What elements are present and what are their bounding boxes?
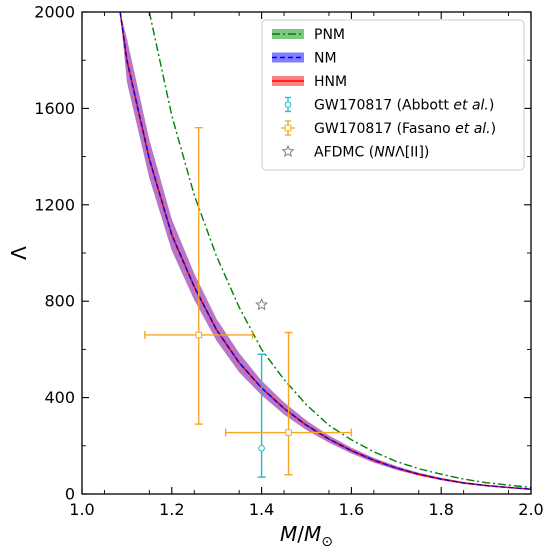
axes: 1.0 1.2 1.4 1.6 1.8 2.0 0 400 800 1200 1600 2000 bbox=[34, 3, 543, 520]
legend-marker-1 bbox=[284, 124, 292, 132]
y-tick-label: 800 bbox=[44, 292, 75, 311]
x-tick-label: 1.6 bbox=[339, 500, 364, 519]
legend-label-point-1: GW170817 (Fasano et al.) bbox=[314, 121, 496, 137]
legend-marker-2 bbox=[281, 144, 295, 158]
x-axis-label: M/M⊙ bbox=[280, 522, 333, 549]
legend-label-hnm: HNM bbox=[314, 74, 347, 90]
y-tick-label: 400 bbox=[44, 388, 75, 407]
series-line-pnm bbox=[148, 12, 531, 489]
y-tick-label: 0 bbox=[65, 485, 75, 504]
legend-box bbox=[261, 19, 525, 171]
fasano-marker-1 bbox=[285, 429, 292, 436]
x-tick-label: 1.8 bbox=[428, 500, 453, 519]
legend-label-nm: NM bbox=[314, 51, 337, 67]
x-tick-label: 1.0 bbox=[69, 500, 94, 519]
abbott-marker bbox=[258, 444, 265, 452]
legend-marker-0 bbox=[284, 101, 292, 108]
plot-area bbox=[119, 12, 531, 490]
y-tick-label: 1200 bbox=[34, 195, 75, 214]
legend-label-point-0: GW170817 (Abbott et al.) bbox=[314, 98, 494, 114]
afdmc-marker bbox=[255, 298, 269, 311]
y-tick-label: 2000 bbox=[34, 3, 75, 22]
y-axis-label: Λ bbox=[7, 246, 31, 260]
legend-label-pnm: PNM bbox=[314, 27, 345, 43]
legend: PNM NM HNM GW170817 (Abbott et al.) GW170817… bbox=[261, 19, 525, 171]
legend-label-point-2: AFDMC (NNΛ[II]) bbox=[314, 145, 429, 161]
x-tick-label: 2.0 bbox=[518, 500, 543, 519]
fasano-marker-0 bbox=[195, 331, 203, 339]
y-tick-label: 1600 bbox=[34, 99, 75, 118]
x-tick-label: 1.4 bbox=[249, 500, 274, 519]
x-tick-label: 1.2 bbox=[159, 500, 184, 519]
